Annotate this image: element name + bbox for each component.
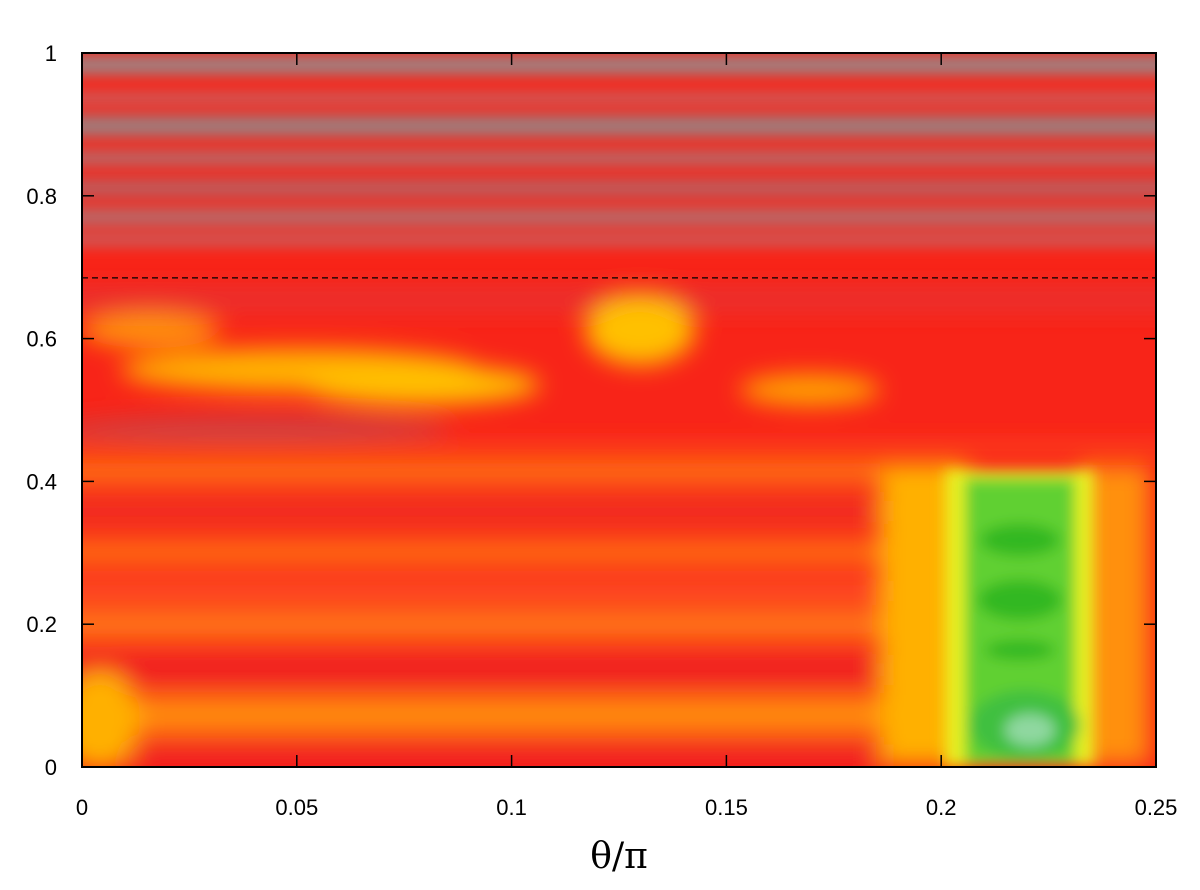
x-tick-label: 0.25 xyxy=(1135,795,1178,820)
y-axis-ticks: 0 0.2 0.4 0.6 0.8 1 xyxy=(26,41,1156,780)
heatmap-upper-bands xyxy=(82,55,1156,246)
x-tick-label: 0.05 xyxy=(275,795,318,820)
y-tick-label: 0.2 xyxy=(26,612,57,637)
x-tick-label: 0.15 xyxy=(705,795,748,820)
y-tick-label: 0 xyxy=(45,755,57,780)
heatmap-middle-blobs xyxy=(82,288,1156,455)
y-tick-label: 0.8 xyxy=(26,184,57,209)
plot-frame xyxy=(81,52,1157,768)
y-tick-label: 0.6 xyxy=(26,327,57,352)
x-tick-label: 0.1 xyxy=(496,795,527,820)
y-tick-label: 0.4 xyxy=(26,469,57,494)
x-axis-label: θ/π xyxy=(590,836,647,877)
heatmap-green-region xyxy=(945,470,1095,765)
heatmap-field xyxy=(82,53,1156,767)
y-tick-label: 1 xyxy=(45,41,57,66)
x-axis-ticks: 0 0.05 0.1 0.15 0.2 0.25 xyxy=(76,53,1178,820)
x-tick-label: 0.2 xyxy=(926,795,957,820)
x-tick-label: 0 xyxy=(76,795,88,820)
